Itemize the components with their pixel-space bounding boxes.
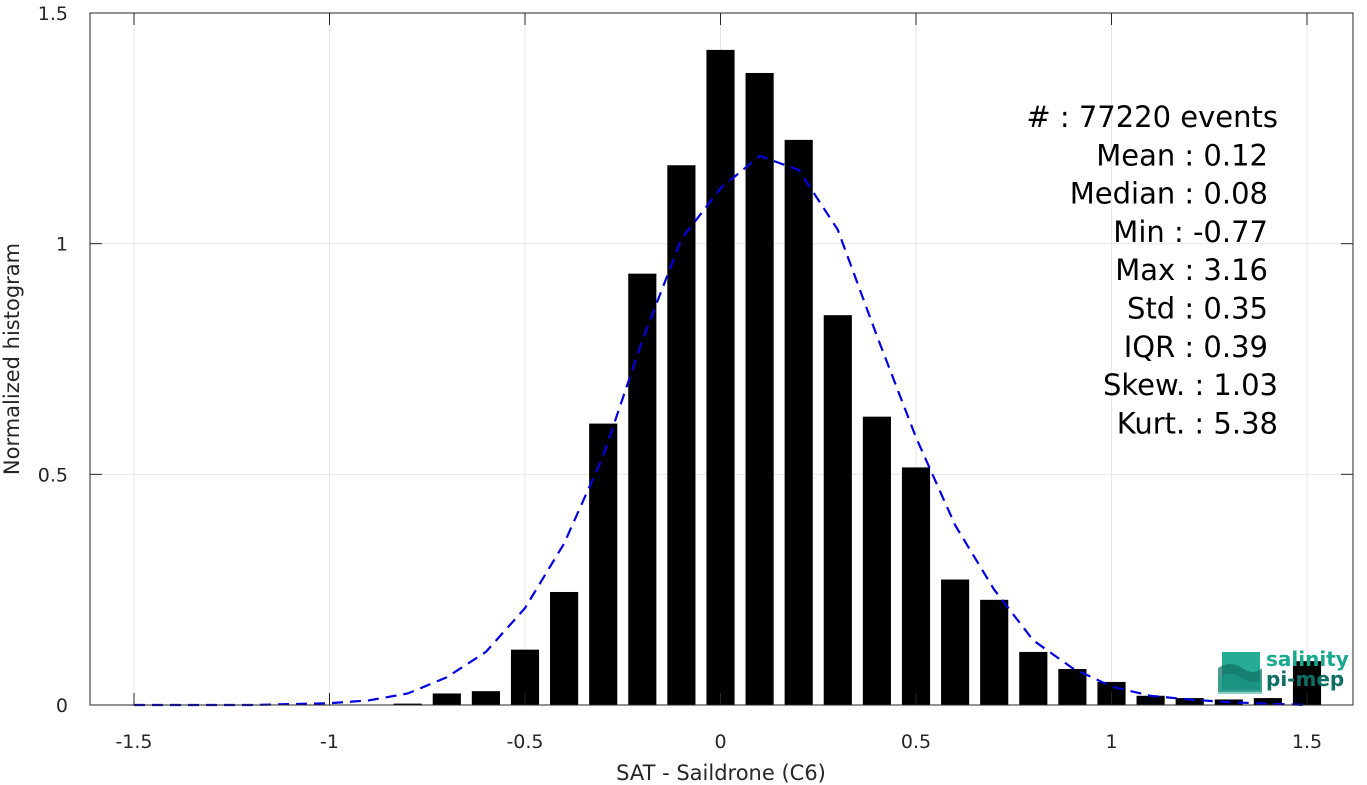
histogram-bar	[980, 599, 1009, 705]
y-axis-label: Normalized histogram	[0, 243, 24, 475]
histogram-bar	[628, 273, 657, 705]
x-tick-label: -1.5	[115, 731, 152, 753]
stat-line: Mean : 0.12	[1096, 138, 1268, 172]
x-axis-label: SAT - Saildrone (C6)	[616, 761, 826, 785]
logo-wave-icon	[1218, 652, 1262, 694]
plot-frame	[89, 12, 1354, 706]
y-tick-labels: 0 0.5 1 1.5	[38, 3, 68, 717]
histogram-bar	[745, 72, 774, 706]
stats-annotation: # : 77220 events Mean : 0.12 Median : 0.08…	[1026, 100, 1278, 440]
histogram-bar	[432, 693, 461, 705]
y-tick-label: 0	[56, 695, 68, 717]
histogram-bar	[1019, 651, 1048, 705]
x-tick-label: -0.5	[506, 731, 543, 753]
histogram-bar	[901, 467, 931, 705]
x-tick-label: 1.5	[1292, 731, 1322, 753]
stat-line: Kurt. : 5.38	[1117, 406, 1278, 440]
fit-curve	[134, 154, 1308, 707]
histogram-bar	[1175, 698, 1204, 705]
stat-line: Max : 3.16	[1115, 253, 1268, 287]
stat-line: Min : -0.77	[1113, 215, 1268, 249]
x-tick-label: 0.5	[901, 731, 931, 753]
x-tick-label: -1	[320, 731, 339, 753]
x-tick-label: 0	[714, 731, 726, 753]
salinity-pimep-logo: salinity pi-mep	[1218, 647, 1349, 694]
histogram-bar	[393, 703, 422, 705]
histogram-bar	[1253, 698, 1282, 705]
x-tick-labels: -1.5 -1 -0.5 0 0.5 1 1.5	[115, 731, 1322, 753]
logo-text-pimep: pi-mep	[1266, 667, 1344, 691]
histogram-bar	[706, 49, 735, 705]
y-tick-label: 0.5	[38, 464, 68, 486]
stat-line: Skew. : 1.03	[1103, 368, 1278, 402]
stat-line: IQR : 0.39	[1124, 330, 1268, 364]
histogram-bar	[784, 139, 813, 705]
histogram-bar	[471, 691, 500, 705]
logo-text-salinity: salinity	[1266, 647, 1349, 671]
histogram-bar	[823, 315, 852, 705]
y-tick-label: 1.5	[38, 3, 68, 25]
axes-frame	[89, 12, 1354, 706]
stat-line: # : 77220 events	[1026, 100, 1278, 134]
stat-line: Median : 0.08	[1070, 177, 1268, 211]
histogram-bar	[1136, 695, 1165, 705]
histogram-bars	[393, 49, 1322, 706]
y-tick-label: 1	[56, 234, 68, 256]
histogram-bar	[862, 416, 891, 705]
histogram-bar	[1058, 669, 1087, 705]
histogram-bar	[589, 423, 618, 705]
histogram-bar	[550, 591, 579, 705]
stat-line: Std : 0.35	[1127, 292, 1268, 326]
histogram-bar	[667, 165, 696, 706]
x-tick-label: 1	[1105, 731, 1117, 753]
histogram-bar	[941, 579, 970, 705]
